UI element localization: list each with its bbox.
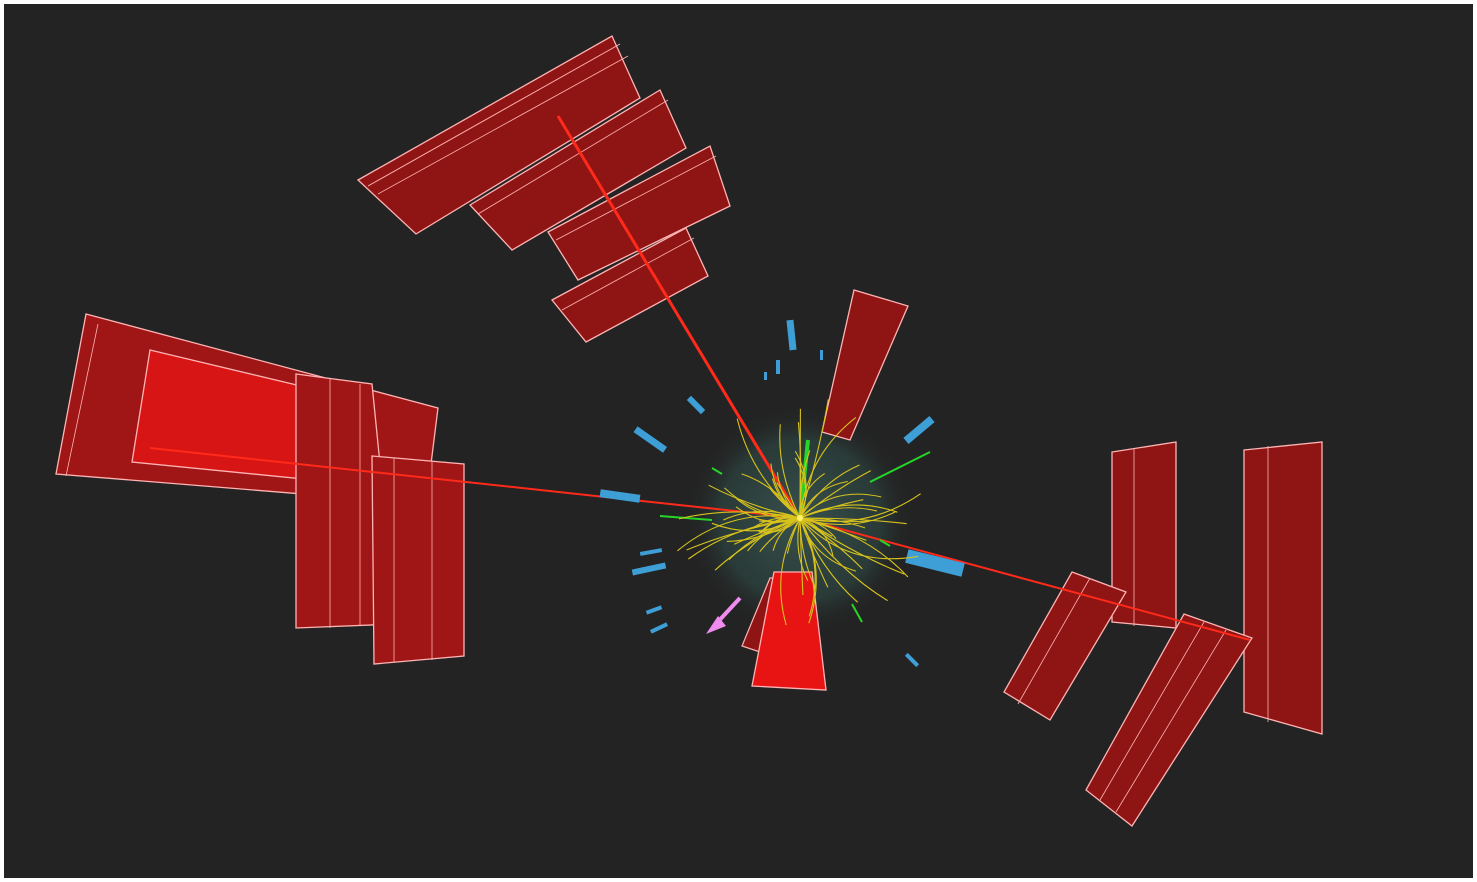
calo-tower-edge	[477, 99, 669, 215]
inner-track	[688, 517, 801, 560]
calo-tower-edge	[377, 55, 629, 195]
inner-track	[708, 484, 801, 519]
calo-tower	[356, 35, 641, 235]
calo-tower	[1003, 571, 1127, 721]
muon-hit	[631, 562, 667, 576]
calo-tower-edge	[555, 155, 717, 241]
inner-track	[799, 416, 857, 519]
em-deposit	[879, 539, 891, 547]
inner-track	[799, 517, 888, 602]
calo-tower-edge	[1115, 629, 1227, 813]
calo-tower	[821, 289, 909, 441]
muon-hit	[764, 372, 767, 380]
calo-tower	[1243, 441, 1323, 735]
calo-tower-edge	[1099, 621, 1205, 801]
inner-tracks	[677, 399, 921, 626]
muon-hit	[786, 319, 797, 351]
muon-chamber-hits	[599, 319, 965, 668]
inner-track	[799, 517, 870, 523]
inner-track	[799, 399, 829, 519]
em-deposit	[711, 467, 723, 475]
inner-track	[723, 510, 801, 521]
em-deposit	[659, 515, 713, 521]
calo-tower-edge	[65, 323, 99, 477]
inner-track	[799, 517, 867, 541]
inner-track	[799, 517, 919, 560]
inner-track	[776, 472, 801, 519]
calo-tower	[371, 455, 465, 665]
muon-track	[799, 517, 1251, 641]
inner-track	[799, 517, 859, 603]
event-display-canvas	[4, 4, 1473, 878]
inner-track	[799, 517, 863, 570]
inner-track	[786, 517, 801, 554]
calo-cluster-right	[1003, 441, 1323, 827]
inner-track	[759, 517, 801, 553]
inner-track	[799, 464, 860, 519]
muon-track	[149, 447, 801, 519]
calo-tower	[751, 571, 827, 691]
muon-hit	[599, 489, 641, 503]
calo-cluster-left	[55, 313, 465, 665]
inner-track	[799, 517, 907, 525]
muon-hit	[903, 416, 935, 444]
muon-hit	[905, 549, 965, 577]
muon-hit	[649, 622, 669, 634]
inner-track	[736, 418, 801, 519]
inner-track	[677, 515, 801, 552]
calo-tower-edge	[367, 43, 621, 187]
inner-track	[799, 504, 898, 519]
muon-hit	[639, 548, 663, 556]
inner-track	[714, 517, 801, 571]
muon-hit	[633, 426, 668, 453]
muon-hit	[820, 350, 823, 360]
muon-tracks	[149, 115, 1251, 641]
inner-track	[779, 424, 801, 519]
inner-track	[780, 517, 801, 626]
muon-hit	[645, 605, 663, 615]
muon-track	[556, 115, 802, 519]
inner-track	[799, 517, 817, 589]
calo-cluster-top	[356, 35, 731, 343]
muon-hit	[904, 652, 920, 668]
muon-hit	[686, 395, 706, 415]
inner-track	[678, 511, 801, 520]
calo-tower-edge	[1017, 577, 1091, 705]
inner-track	[797, 517, 809, 581]
collision-event-svg	[55, 35, 1323, 827]
calo-tower	[468, 89, 687, 251]
muon-hit	[776, 360, 780, 374]
em-deposit	[851, 603, 863, 623]
inner-track	[799, 493, 882, 519]
primary-vertex	[797, 515, 803, 521]
calo-tower-edge	[561, 237, 695, 311]
calo-tower	[547, 145, 731, 281]
inner-track	[735, 506, 801, 523]
em-deposit	[869, 451, 931, 483]
missing-energy-arrow	[706, 596, 742, 634]
calo-tower	[1085, 613, 1253, 827]
